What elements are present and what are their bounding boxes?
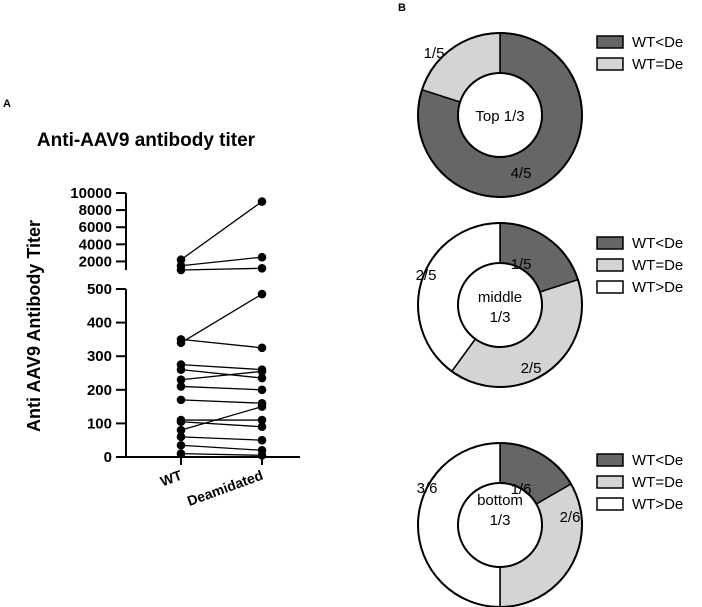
legend-entry: WT>De <box>632 496 683 513</box>
pair-line <box>180 452 263 456</box>
donut-charts: Top 1/3 4/5 1/5 WT<De WT=De middle 1/3 1/5 2/5 2/… <box>416 32 683 607</box>
legend-entry: WT>De <box>632 279 683 296</box>
donut-center-label: bottom <box>477 492 523 509</box>
paired-titer-chart: Anti-AAV9 antibody titer Anti AAV9 Antibo… <box>24 130 300 509</box>
deamidated-point <box>257 402 267 411</box>
wt-point <box>176 417 186 427</box>
pair-line <box>180 399 263 404</box>
deamidated-point <box>257 343 267 353</box>
donut-slice-label: 1/5 <box>424 45 445 62</box>
donut-slice-label: 2/5 <box>521 360 542 377</box>
donut-inner-ring <box>457 72 543 158</box>
wt-point <box>176 432 186 442</box>
y-tick-label: 400 <box>87 315 112 332</box>
donut-slice-label: 4/5 <box>511 165 532 182</box>
legend-entry: WT=De <box>632 474 683 491</box>
legend-entry: WT=De <box>632 56 683 73</box>
donut-outer-ring <box>417 32 583 198</box>
deamidated-point <box>257 289 267 299</box>
pair-line <box>180 338 263 349</box>
legend-entry: WT<De <box>632 34 683 51</box>
donut-slice-label: 1/5 <box>511 256 532 273</box>
pair-line <box>180 293 263 344</box>
legend-entry: WT=De <box>632 257 683 274</box>
pair-line <box>180 370 263 381</box>
y-axis-label: Anti AAV9 Antibody Titer <box>24 220 44 432</box>
pair-line <box>180 256 263 267</box>
pair-line <box>180 267 263 271</box>
deamidated-point <box>257 197 267 206</box>
wt-point <box>176 338 186 348</box>
deamidated-point <box>257 263 267 273</box>
legend-swatch <box>596 57 624 71</box>
y-tick-label: 4000 <box>79 236 112 253</box>
donut-slice-label: 2/5 <box>416 267 437 284</box>
donut-center-label: Top 1/3 <box>475 108 524 125</box>
y-tick-label: 8000 <box>79 202 112 219</box>
deamidated-point <box>257 373 267 383</box>
legend-swatch <box>596 35 624 49</box>
deamidated-point <box>257 415 267 425</box>
deamidated-point <box>257 252 267 262</box>
wt-point <box>176 365 186 374</box>
deamidated-point <box>257 422 267 432</box>
donut-inner-ring <box>457 262 543 348</box>
y-tick-label: 300 <box>87 348 112 365</box>
panel-b-label: B <box>398 2 406 14</box>
legend-entry: WT<De <box>632 452 683 469</box>
legend-swatch <box>596 236 624 250</box>
donut-center-label: 1/3 <box>490 309 511 326</box>
wt-point <box>176 382 186 391</box>
x-category-label: WT <box>158 467 184 490</box>
wt-point <box>176 440 186 450</box>
legend-swatch <box>596 497 624 511</box>
donut-outer-ring <box>417 222 583 388</box>
deamidated-point <box>257 451 267 460</box>
legend-entry: WT<De <box>632 235 683 252</box>
wt-point <box>176 375 186 385</box>
donut-slice-label: 2/6 <box>560 509 581 526</box>
y-tick-label: 100 <box>87 415 112 432</box>
wt-point <box>176 255 186 265</box>
legend-swatch <box>596 258 624 272</box>
wt-point <box>176 265 186 275</box>
pair-line <box>180 385 263 391</box>
y-tick-label: 500 <box>87 281 112 298</box>
pair-line <box>180 368 263 379</box>
x-category-label: Deamidated <box>185 467 265 509</box>
donut-slice-label: 3/6 <box>417 480 438 497</box>
legend-swatch <box>596 280 624 294</box>
legend-swatch <box>596 475 624 489</box>
y-tick-label: 2000 <box>79 253 112 270</box>
pair-line <box>180 363 263 371</box>
pair-line <box>180 201 263 261</box>
deamidated-point <box>257 367 267 376</box>
y-tick-label: 0 <box>104 449 112 466</box>
wt-point <box>176 425 186 435</box>
deamidated-point <box>257 385 267 395</box>
deamidated-point <box>257 435 267 445</box>
legend-swatch <box>596 453 624 467</box>
panel-a-label: A <box>3 98 11 110</box>
chart-title: Anti-AAV9 antibody titer <box>37 130 256 151</box>
wt-point <box>176 395 186 405</box>
donut-slice-label: 1/6 <box>511 481 532 498</box>
pair-line <box>180 436 263 441</box>
y-tick-label: 10000 <box>70 185 112 202</box>
pair-line <box>180 421 263 428</box>
y-tick-label: 6000 <box>79 219 112 236</box>
donut-inner-ring <box>457 482 543 568</box>
donut-outer-ring <box>417 442 583 607</box>
y-tick-label: 200 <box>87 382 112 399</box>
wt-point <box>176 449 186 458</box>
donut-center-label: middle <box>478 289 522 306</box>
pair-line <box>180 444 263 451</box>
pair-line <box>180 405 263 431</box>
donut-center-label: 1/3 <box>490 512 511 529</box>
